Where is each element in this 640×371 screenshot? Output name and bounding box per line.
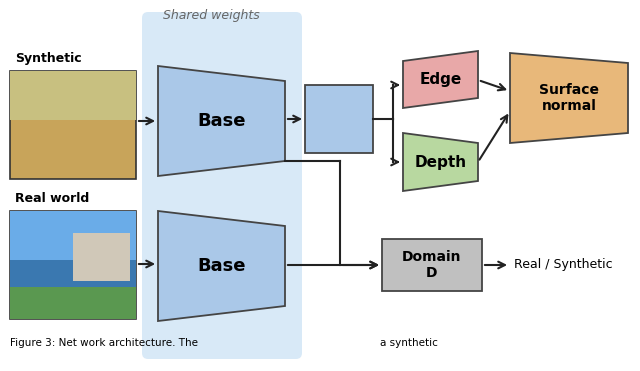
Text: Figure 3: Net work architecture. The                                            : Figure 3: Net work architecture. The	[10, 338, 438, 348]
Text: Surface
normal: Surface normal	[539, 83, 599, 113]
Polygon shape	[158, 211, 285, 321]
Text: Synthetic: Synthetic	[15, 52, 82, 65]
Polygon shape	[54, 71, 136, 119]
FancyBboxPatch shape	[10, 260, 136, 287]
Text: Base: Base	[197, 257, 246, 275]
FancyBboxPatch shape	[305, 85, 373, 153]
Text: Shared weights: Shared weights	[163, 9, 260, 22]
Text: Depth: Depth	[415, 154, 467, 170]
Polygon shape	[403, 51, 478, 108]
FancyBboxPatch shape	[73, 233, 130, 281]
FancyBboxPatch shape	[142, 12, 302, 359]
Text: Real / Synthetic: Real / Synthetic	[514, 259, 612, 272]
FancyBboxPatch shape	[10, 71, 136, 119]
FancyBboxPatch shape	[382, 239, 482, 291]
FancyBboxPatch shape	[10, 211, 136, 319]
Text: Real world: Real world	[15, 192, 89, 205]
Polygon shape	[158, 66, 285, 176]
FancyBboxPatch shape	[10, 211, 136, 260]
Polygon shape	[510, 53, 628, 143]
Text: Base: Base	[197, 112, 246, 130]
Polygon shape	[10, 71, 67, 119]
Text: Domain
D: Domain D	[403, 250, 461, 280]
FancyBboxPatch shape	[10, 71, 136, 179]
Text: Edge: Edge	[419, 72, 461, 87]
Polygon shape	[403, 133, 478, 191]
FancyBboxPatch shape	[10, 287, 136, 319]
